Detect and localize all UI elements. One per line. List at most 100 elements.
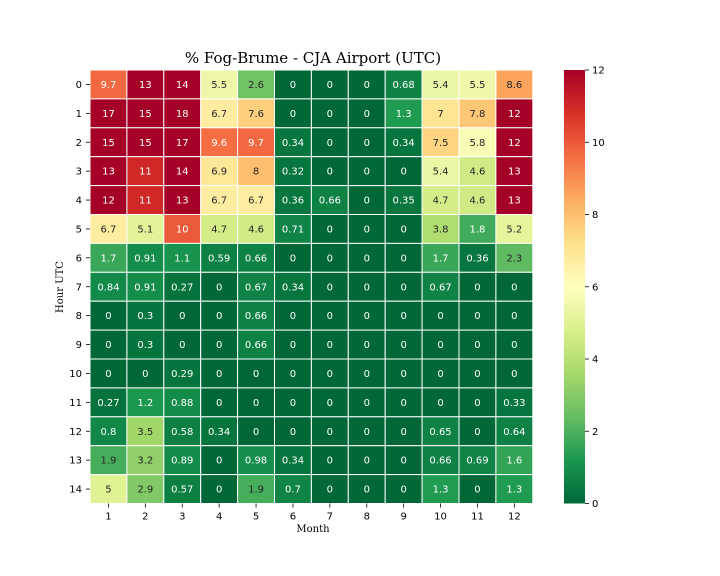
colorbar-tick-label: 8 [592,210,598,221]
cell-value-label: 0 [364,80,370,91]
cell-value-label: 0 [364,427,370,438]
cell-value-label: 1.9 [248,485,264,496]
y-tick-label: 1 [76,109,82,120]
cell-value-label: 0.64 [503,427,525,438]
heatmap-cell [126,98,165,129]
heatmap-cell [310,271,349,302]
heatmap-cell [237,242,276,273]
cell-value-label: 0 [400,311,406,322]
cell-value-label: 0.91 [134,253,156,264]
heatmap-cell [200,214,239,244]
heatmap-cell [126,300,165,331]
cell-value-label: 0 [437,369,443,380]
heatmap-cell [495,358,534,389]
cell-value-label: 0 [327,80,333,91]
cell-value-label: 0.27 [171,282,193,293]
heatmap-cell [237,98,276,129]
cell-value-label: 0 [400,427,406,438]
heatmap-cell [495,214,534,244]
cell-value-label: 0 [437,398,443,409]
heatmap-cell [347,214,386,244]
heatmap-cell [384,242,423,273]
cell-value-label: 12 [508,109,521,120]
cell-value-label: 6.7 [100,224,116,235]
cell-value-label: 15 [139,138,152,149]
cell-value-label: 0 [400,340,406,351]
cell-value-label: 15 [139,109,152,120]
x-tick-label: 3 [179,512,185,523]
cell-value-label: 0.27 [97,398,119,409]
heatmap-cell [495,69,534,100]
heatmap-cell [310,242,349,273]
heatmap-cell [89,156,128,187]
y-axis-label: Hour UTC [55,261,66,313]
cell-value-label: 0.59 [208,253,230,264]
cell-value-label: 0.71 [282,224,304,235]
y-tick-label: 5 [76,224,82,235]
cell-value-label: 0 [364,340,370,351]
cell-value-label: 0 [400,369,406,380]
cell-value-label: 0 [216,456,222,467]
cell-value-label: 0 [400,485,406,496]
cell-value-label: 0 [216,311,222,322]
cell-value-label: 0.35 [393,196,415,207]
cell-value-label: 0 [290,311,296,322]
heatmap-cell [384,156,423,187]
cell-value-label: 13 [508,167,521,178]
cell-value-label: 1.3 [506,485,522,496]
cell-value-label: 1.6 [506,456,522,467]
y-tick-label: 6 [76,253,82,264]
cell-value-label: 0 [364,456,370,467]
heatmap-cell [347,69,386,100]
heatmap-cell [126,185,165,216]
heatmap-cell [458,98,497,129]
heatmap-cell [89,271,128,302]
cell-value-label: 0 [474,311,480,322]
cell-value-label: 0 [400,282,406,293]
y-tick-label: 0 [76,80,82,91]
cell-value-label: 0.34 [393,138,415,149]
cell-value-label: 0 [327,167,333,178]
cell-value-label: 1.3 [396,109,412,120]
cell-value-label: 0 [290,253,296,264]
x-tick-label: 8 [364,512,370,523]
heatmap-cell [310,98,349,129]
heatmap-cell [421,445,460,476]
cell-value-label: 13 [508,196,521,207]
heatmap-cell [347,474,386,505]
cell-value-label: 0 [511,369,517,380]
cell-value-label: 14 [176,80,189,91]
x-axis-label: Month [296,524,330,535]
cell-value-label: 0 [105,311,111,322]
heatmap-cell [458,271,497,302]
cell-value-label: 0 [105,369,111,380]
cell-value-label: 0 [327,311,333,322]
heatmap-cell [163,416,202,447]
chart-title: % Fog-Brume - CJA Airport (UTC) [185,49,441,67]
cell-value-label: 0 [437,340,443,351]
cell-value-label: 0 [327,253,333,264]
cell-value-label: 0 [327,109,333,120]
cell-value-label: 17 [102,109,115,120]
colorbar-gradient [564,70,585,504]
cell-value-label: 0 [327,282,333,293]
cell-value-label: 7.6 [248,109,264,120]
colorbar-tick-label: 12 [592,66,605,77]
cell-value-label: 5 [105,485,111,496]
heatmap-cell [237,416,276,447]
heatmap-cell [274,300,312,331]
cell-value-label: 0 [474,340,480,351]
heatmap-cell [495,127,534,158]
cell-value-label: 7.5 [433,138,449,149]
cell-value-label: 0 [511,282,517,293]
cell-value-label: 0 [253,398,259,409]
cell-value-label: 0 [327,427,333,438]
cell-value-label: 7.8 [469,109,485,120]
cell-value-label: 0 [290,369,296,380]
cell-value-label: 0 [364,167,370,178]
x-tick-label: 4 [216,512,222,523]
heatmap-cell-labels: 9.7 13 14 5.5 2.6 0 0 0 0.68 5.4 5.5 8.6 17 15 18 6.7 7.… [97,80,525,496]
cell-value-label: 0.66 [245,340,267,351]
cell-value-label: 14 [176,167,189,178]
